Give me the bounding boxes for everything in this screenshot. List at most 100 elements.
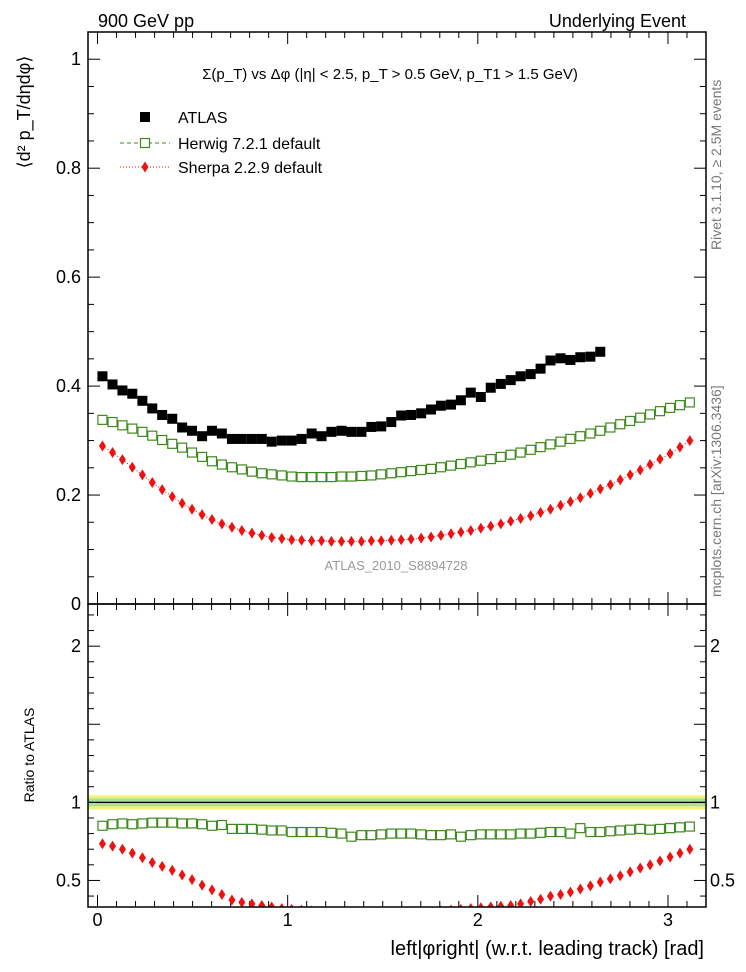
data-point <box>276 470 287 481</box>
ratio-point <box>346 831 357 842</box>
ratio-point <box>338 908 345 919</box>
data-point <box>475 455 486 466</box>
data-point <box>117 385 128 396</box>
ratio-point <box>158 860 166 872</box>
data-point <box>565 433 576 445</box>
ratio-series-herwig <box>97 817 695 842</box>
data-point <box>107 379 118 390</box>
data-point <box>575 431 586 442</box>
ratio-point <box>348 908 355 919</box>
data-point <box>525 369 536 380</box>
data-point <box>346 426 357 437</box>
main-axis-ticks: 0 0.2 0.4 0.6 0.8 1 <box>56 32 706 614</box>
ratio-point <box>527 896 535 907</box>
data-point <box>206 425 217 436</box>
data-point <box>636 464 644 476</box>
data-point <box>616 474 624 486</box>
data-point <box>585 428 596 439</box>
ratio-point <box>485 829 496 840</box>
ratio-point <box>296 826 307 838</box>
ratio-point <box>495 829 506 840</box>
data-point <box>128 461 136 473</box>
data-point <box>178 497 186 509</box>
data-point <box>525 444 536 455</box>
data-point <box>167 413 178 424</box>
ratio-point <box>167 817 178 828</box>
data-point <box>505 375 516 386</box>
data-point <box>196 451 208 463</box>
data-point <box>654 406 666 417</box>
ratio-point <box>664 823 676 834</box>
main-series-atlas <box>97 346 606 447</box>
data-point <box>455 395 466 406</box>
data-point <box>545 355 556 366</box>
ratio-point <box>421 906 422 907</box>
data-point <box>435 400 446 411</box>
ratio-point <box>218 889 226 901</box>
data-point <box>216 459 227 470</box>
data-point <box>286 435 297 446</box>
ratio-point <box>585 826 596 838</box>
ratio-point <box>425 830 437 841</box>
data-point <box>366 470 377 481</box>
x-tick-label: 1 <box>283 910 293 930</box>
main-ylabel: ⟨d² p_T/dηdφ⟩ <box>14 56 35 169</box>
data-point <box>467 524 475 536</box>
ratio-point <box>477 902 484 907</box>
header-right: Underlying Event <box>549 11 686 31</box>
ratio-point <box>546 890 554 902</box>
data-point <box>286 471 297 482</box>
ratio-point <box>196 819 208 830</box>
data-point <box>296 471 307 483</box>
ratio-point <box>535 827 546 838</box>
data-point <box>676 441 684 453</box>
data-point <box>487 520 495 532</box>
ratio-point <box>356 830 367 841</box>
ratio-point <box>646 859 654 871</box>
ratio-point <box>586 880 594 892</box>
ratio-point <box>555 826 566 838</box>
ratio-point <box>358 908 365 919</box>
main-series-herwig <box>97 397 695 483</box>
data-point <box>635 412 646 423</box>
data-point <box>605 422 616 433</box>
ratio-point <box>326 827 337 838</box>
ratio-panel: 0 1 2 3 0.5 0.5 1 1 2 2 Ratio to ATLAS left|φrigh… <box>21 603 735 960</box>
ratio-point <box>475 829 486 840</box>
ratio-point <box>117 818 128 829</box>
data-point <box>537 506 545 518</box>
ratio-point <box>336 828 347 839</box>
data-point <box>147 403 158 414</box>
legend: ATLAS Herwig 7.2.1 default Sherpa 2.2.9 de… <box>120 110 323 177</box>
ratio-point <box>656 855 664 867</box>
x-tick-label: 0 <box>92 910 102 930</box>
data-point <box>98 440 106 452</box>
ratio-point <box>98 838 106 850</box>
data-point <box>316 471 327 483</box>
ratio-point <box>188 874 196 886</box>
ratio-point <box>226 823 238 835</box>
data-point <box>465 387 476 398</box>
data-point <box>326 426 337 437</box>
ratio-point <box>107 819 118 830</box>
main-y-tick-label: 1 <box>71 49 81 69</box>
data-point <box>188 503 196 515</box>
data-point <box>595 346 606 357</box>
data-point <box>226 433 237 444</box>
main-y-tick-label: 0.2 <box>56 485 81 505</box>
data-point <box>168 491 176 503</box>
data-point <box>505 449 516 460</box>
data-point <box>208 514 216 526</box>
data-point <box>485 382 496 393</box>
data-point <box>246 433 257 444</box>
ratio-point <box>644 824 656 835</box>
ratio-point <box>686 843 694 855</box>
data-point <box>435 462 447 473</box>
ratio-point <box>388 908 395 919</box>
data-point <box>248 527 256 539</box>
ratio-point <box>168 864 176 876</box>
data-point <box>356 470 367 482</box>
ratio-point <box>575 823 586 834</box>
legend-marker <box>139 137 151 149</box>
ratio-point <box>487 901 495 907</box>
